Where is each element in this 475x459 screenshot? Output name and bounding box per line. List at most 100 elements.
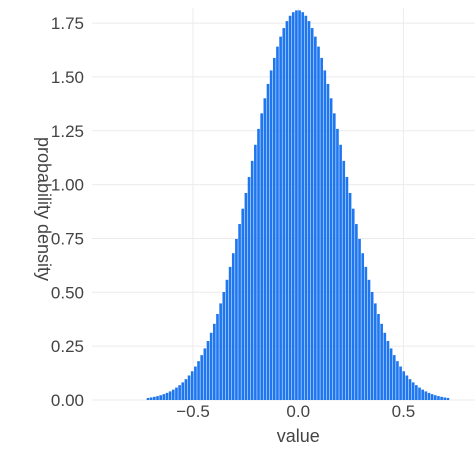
histogram-bar xyxy=(225,279,229,400)
histogram-bar xyxy=(427,392,431,400)
histogram-bar xyxy=(187,375,191,400)
histogram-bar xyxy=(339,144,342,400)
histogram-bar xyxy=(263,98,267,400)
histogram-bar xyxy=(222,292,226,400)
histogram-bar xyxy=(408,379,412,400)
histogram-bar xyxy=(269,70,273,401)
histogram-bar xyxy=(437,396,440,400)
histogram-bar xyxy=(345,176,349,400)
histogram-bar xyxy=(266,83,270,400)
histogram-bar xyxy=(209,332,213,400)
x-axis-ticks: −0.5 0.0 0.5 xyxy=(176,402,415,421)
histogram-bar xyxy=(389,348,393,400)
histogram-bar xyxy=(348,192,352,400)
histogram-bar xyxy=(399,366,402,400)
histogram-bar xyxy=(367,279,371,400)
histogram-bar xyxy=(443,397,447,400)
histogram-bar xyxy=(190,371,194,400)
x-tick-label: 0.0 xyxy=(286,402,310,421)
histogram-bar xyxy=(323,70,327,401)
histogram-bar xyxy=(241,208,245,400)
histogram-bar xyxy=(430,394,434,400)
histogram-bar xyxy=(402,371,406,400)
histogram-bar xyxy=(159,395,162,400)
histogram-bar xyxy=(355,224,358,400)
histogram-bar xyxy=(235,238,238,400)
histogram-bar xyxy=(219,303,222,400)
y-tick-label: 1.00 xyxy=(51,176,84,195)
y-tick-label: 1.25 xyxy=(51,122,84,141)
histogram-bar xyxy=(405,375,409,400)
histogram-bar xyxy=(231,253,235,400)
y-tick-label: 1.75 xyxy=(51,14,84,33)
histogram-bar xyxy=(440,396,443,400)
histogram-bar xyxy=(421,389,424,400)
histogram-bar xyxy=(377,314,380,400)
histogram-bar xyxy=(288,15,292,401)
histogram-bar xyxy=(291,12,295,400)
y-tick-label: 0.25 xyxy=(51,337,84,356)
histogram-bar xyxy=(203,348,207,400)
histogram-bar xyxy=(373,303,377,400)
x-tick-label: 0.5 xyxy=(392,402,416,421)
histogram-bar xyxy=(415,385,418,400)
histogram-bars xyxy=(146,10,450,401)
histogram-bar xyxy=(386,340,390,400)
y-tick-label: 0.00 xyxy=(51,391,84,410)
histogram-bar xyxy=(351,208,355,400)
histogram-bar xyxy=(162,394,166,400)
histogram-bar xyxy=(260,113,264,401)
histogram-bar xyxy=(317,46,320,400)
histogram-bar xyxy=(298,10,301,401)
histogram-bar xyxy=(295,10,298,401)
histogram-bar xyxy=(238,224,241,400)
histogram-bar xyxy=(228,266,232,400)
histogram-bar xyxy=(332,113,336,401)
histogram-bar xyxy=(156,396,159,400)
histogram-bar xyxy=(254,144,257,400)
histogram-bar xyxy=(396,361,399,400)
histogram-bar xyxy=(171,389,175,400)
histogram-bar xyxy=(336,128,339,401)
histogram-bar xyxy=(200,355,204,400)
histogram-bar xyxy=(181,382,185,400)
histogram-bar xyxy=(411,382,415,400)
histogram-bar xyxy=(279,36,282,401)
histogram-bar xyxy=(304,15,308,401)
histogram-bar xyxy=(314,36,317,401)
histogram-bar xyxy=(153,396,156,400)
histogram-bar xyxy=(165,392,169,400)
histogram-bar xyxy=(175,387,178,400)
histogram-bar xyxy=(424,391,428,400)
histogram-bar xyxy=(370,292,374,400)
histogram-bar xyxy=(250,160,254,400)
histogram-bar xyxy=(257,128,260,401)
histogram-bar xyxy=(244,192,248,400)
histogram-bar xyxy=(446,397,450,400)
y-tick-label: 0.50 xyxy=(51,283,84,302)
histogram-bar xyxy=(433,395,437,400)
histogram-bar xyxy=(364,266,368,400)
histogram-bar xyxy=(282,28,286,401)
histogram-bar xyxy=(247,176,251,400)
histogram-bar xyxy=(342,160,346,400)
histogram-bar xyxy=(272,57,276,400)
histogram-bar xyxy=(320,57,323,400)
y-axis-title: probability density xyxy=(34,137,54,281)
histogram-bar xyxy=(276,46,279,400)
histogram-bar xyxy=(326,83,330,400)
histogram-bar xyxy=(358,238,361,400)
histogram-bar xyxy=(285,21,289,400)
x-axis-title: value xyxy=(277,426,320,446)
histogram-bar xyxy=(216,314,219,400)
histogram-bar xyxy=(307,21,311,400)
y-tick-label: 1.50 xyxy=(51,68,84,87)
histogram-bar xyxy=(194,366,197,400)
histogram-bar xyxy=(197,361,200,400)
x-tick-label: −0.5 xyxy=(176,402,210,421)
histogram-bar xyxy=(329,98,333,400)
histogram-bar xyxy=(178,385,181,400)
histogram-bar xyxy=(168,391,172,400)
